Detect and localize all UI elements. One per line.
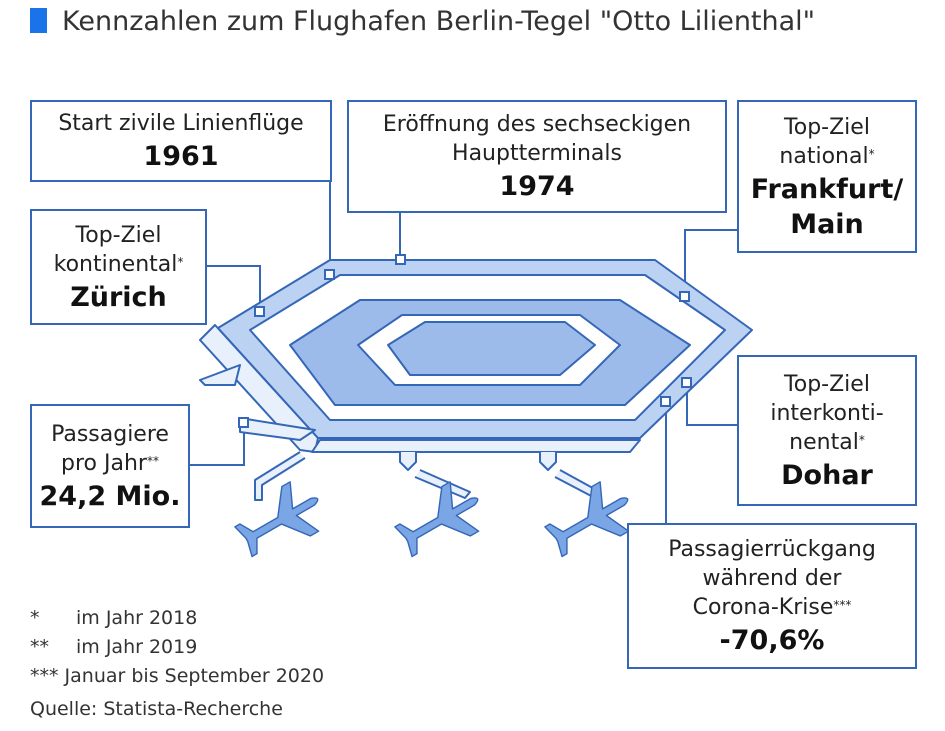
footnote-text: im Jahr 2018 (76, 607, 198, 629)
label-text: Top-Ziel (784, 114, 870, 140)
box-label: Start zivile Linienflüge (32, 109, 330, 138)
label-text: Hauptterminals (452, 141, 622, 166)
box-value: Dohar (781, 459, 873, 491)
label-text: Corona-Krise (692, 595, 834, 620)
box-label: pro Jahr** (32, 449, 188, 478)
info-box: Top-Ziel kontinental* Zürich (30, 209, 207, 325)
info-box: Passagiere pro Jahr** 24,2 Mio. (30, 404, 190, 528)
info-box: Passagierrückgang während der Corona-Krise… (627, 523, 917, 669)
title: Kennzahlen zum Flughafen Berlin-Tegel "O… (62, 6, 815, 37)
box-label: Eröffnung des sechseckigen (349, 110, 725, 139)
note-mark: * (858, 432, 865, 447)
footnote: * im Jahr 2018 (30, 607, 197, 629)
label-text: kontinental (53, 251, 178, 277)
box-label: während der (629, 564, 915, 593)
footnote: *** Januar bis September 2020 (30, 665, 324, 687)
label-text: Eröffnung des sechseckigen (382, 112, 692, 137)
label-text: Passagiere (51, 421, 169, 447)
info-box: Top-Ziel interkonti-nental* Dohar (737, 355, 917, 506)
box-value: 1974 (499, 171, 575, 202)
footnote-mark: *** (30, 665, 59, 687)
box-label: Top-Ziel (739, 113, 915, 142)
footnote: ** im Jahr 2019 (30, 636, 197, 658)
box-label: interkonti- (739, 399, 915, 428)
box-value: -70,6% (719, 625, 825, 656)
label-text: pro Jahr (61, 450, 147, 476)
label-text: national (779, 143, 869, 169)
box-label: nental* (739, 428, 915, 457)
title-marker (30, 8, 47, 33)
note-mark: ** (146, 453, 159, 468)
source: Quelle: Statista-Recherche (30, 698, 283, 720)
box-label: Corona-Krise*** (629, 593, 915, 622)
note-mark: * (177, 254, 184, 269)
box-label: Hauptterminals (349, 139, 725, 168)
info-box: Start zivile Linienflüge 1961 (30, 100, 332, 182)
terminal (199, 259, 753, 501)
box-value: Frankfurt/ (750, 173, 904, 205)
label-text: während der (702, 566, 842, 591)
label-text: Passagierrückgang (668, 537, 876, 562)
footnote-text: im Jahr 2019 (76, 636, 198, 658)
airplanes (234, 481, 630, 558)
footnote-text: Januar bis September 2020 (64, 665, 325, 687)
box-label: national* (739, 142, 915, 171)
note-mark: * (868, 146, 875, 161)
label-text: nental (789, 429, 859, 455)
note-mark: *** (833, 598, 852, 612)
footnote-mark: * (30, 607, 40, 629)
info-box: Top-Ziel national* Frankfurt/Main (737, 100, 917, 253)
label-text: interkonti- (770, 400, 884, 426)
box-value: Zürich (70, 281, 167, 313)
box-value: Main (790, 208, 864, 240)
label-text: Start zivile Linienflüge (58, 111, 304, 136)
box-label: Passagiere (32, 420, 188, 449)
box-value: 24,2 Mio. (39, 480, 181, 512)
connector-dots (238, 254, 692, 428)
footnote-mark: ** (30, 636, 49, 658)
label-text: Top-Ziel (75, 222, 162, 248)
box-value: 1961 (143, 141, 219, 172)
box-label: Top-Ziel (739, 370, 915, 399)
info-box: Eröffnung des sechseckigen Hauptterminals… (347, 100, 727, 213)
box-label: Top-Ziel (32, 221, 205, 250)
box-label: kontinental* (32, 250, 205, 279)
label-text: Top-Ziel (784, 371, 870, 397)
box-label: Passagierrückgang (629, 535, 915, 564)
